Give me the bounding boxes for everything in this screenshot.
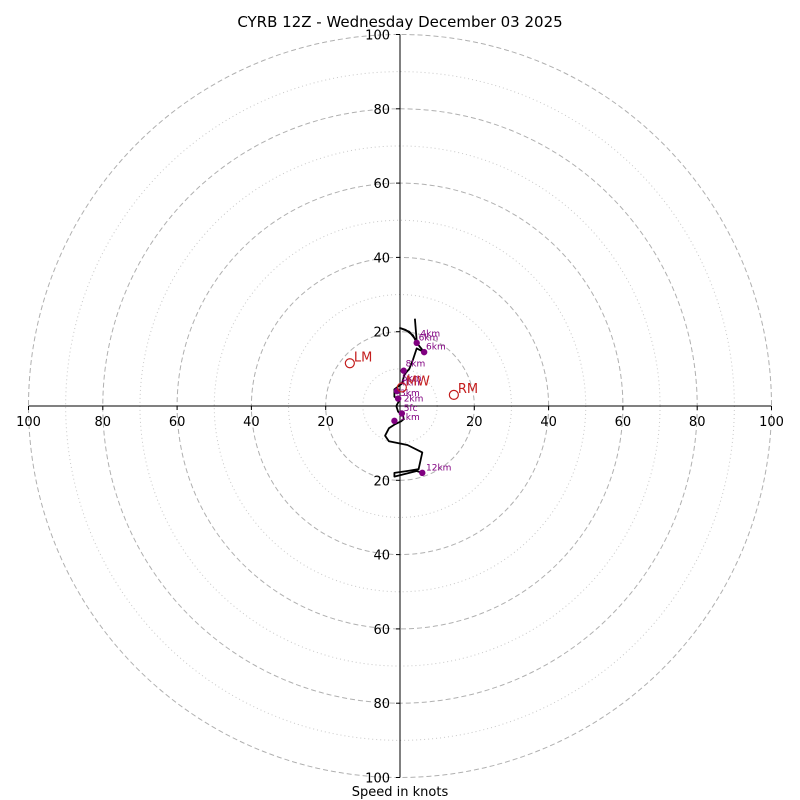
height-marker-4km: [400, 367, 407, 374]
motion-label-mw: MW: [406, 374, 430, 389]
motion-marker-mw: [396, 382, 407, 393]
motion-label-lm: LM: [354, 350, 372, 365]
y-tick-label: 100: [365, 772, 390, 787]
motion-marker-rm: [448, 389, 459, 400]
x-tick-label: 20: [466, 415, 483, 430]
axes: 100 80 60 40 20 20 40 60 80 100 100 80 60 40 20 20 40 60 8…: [16, 29, 784, 787]
x-tick-label: 40: [540, 415, 557, 430]
height-marker-3km: [393, 387, 401, 395]
height-label: 6km: [426, 343, 446, 353]
x-tick-label: 80: [689, 415, 706, 430]
y-tick-label: 40: [373, 251, 390, 266]
height-label: 2km: [404, 395, 424, 405]
x-tick-label: 100: [16, 415, 41, 430]
hodograph-trace-upper: [393, 318, 426, 422]
y-tick-label: 100: [365, 29, 390, 44]
y-tick-label: 40: [373, 549, 390, 564]
wind-trace: [384, 318, 426, 478]
height-label: 5fc: [404, 404, 418, 414]
height-marker-1km: [391, 417, 398, 425]
height-label: 5km: [402, 374, 422, 384]
y-tick-label: 60: [373, 623, 390, 638]
storm-motion-markers: LM MW RM: [344, 350, 478, 400]
x-tick-label: 80: [95, 415, 112, 430]
height-label: 6km: [419, 333, 439, 343]
y-tick-label: 60: [373, 177, 390, 192]
height-label: 4km: [400, 379, 420, 389]
motion-label-rm: RM: [458, 382, 478, 397]
motion-marker-lm: [344, 358, 355, 369]
x-axis-label: Speed in knots: [352, 785, 449, 800]
height-label: 4km: [420, 330, 440, 340]
height-label: 8km: [406, 359, 426, 369]
y-tick-label: 80: [373, 103, 390, 118]
chart-title: CYRB 12Z - Wednesday December 03 2025: [237, 13, 562, 31]
x-tick-label: 100: [759, 415, 784, 430]
x-tick-label: 20: [317, 415, 334, 430]
y-tick-label: 20: [373, 474, 390, 489]
height-marker-2km: [394, 395, 402, 402]
hodograph-trace-lower: [384, 420, 424, 478]
height-label: 1km: [400, 413, 420, 423]
x-tick-label: 40: [243, 415, 260, 430]
height-marker-8km: [413, 339, 420, 347]
height-label: 3km: [400, 389, 420, 399]
height-marker-6km: [420, 348, 428, 356]
y-tick-label: 80: [373, 697, 390, 712]
height-label: 12km: [426, 463, 451, 473]
height-marker-Sfc: [398, 410, 406, 417]
height-marker-12km: [419, 469, 426, 477]
y-tick-label: 20: [373, 326, 390, 341]
x-tick-label: 60: [615, 415, 632, 430]
x-tick-label: 60: [169, 415, 186, 430]
